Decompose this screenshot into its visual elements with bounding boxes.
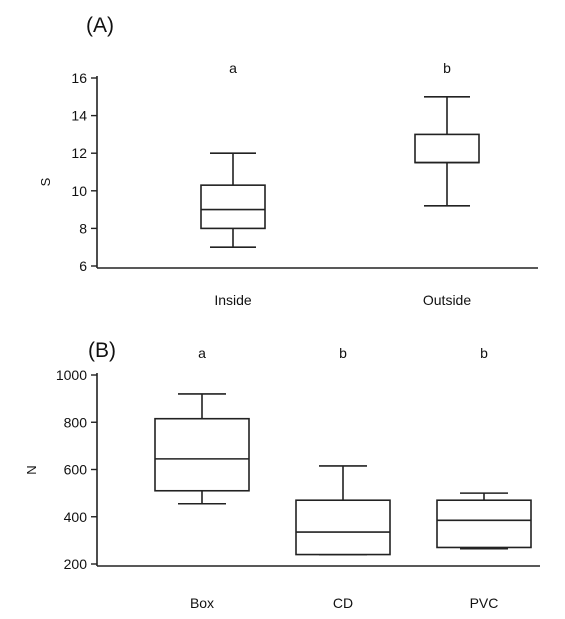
panel-b-y-axis-title: N xyxy=(24,465,39,474)
panel-a-y-tick-label: 16 xyxy=(71,70,87,86)
panel-b-y-tick-label: 400 xyxy=(64,509,88,525)
panel-a-y-tick-label: 12 xyxy=(71,145,87,161)
panel-b-box-box xyxy=(154,393,250,505)
panel-a-y-axis-title: S xyxy=(38,177,53,186)
panel-b-y-tick-label: 1000 xyxy=(56,367,87,383)
iqr-box xyxy=(154,417,250,492)
iqr-box xyxy=(414,133,480,164)
panel-a-plot: 6 8 10 12 14 16 Inside a Outside b xyxy=(71,60,538,308)
iqr-box xyxy=(295,499,391,556)
panel-a-y-tick-label: 10 xyxy=(71,183,87,199)
panel-a-significance-letter: b xyxy=(443,60,451,76)
panel-b-significance-letter: b xyxy=(480,345,488,361)
panel-b-label: (B) xyxy=(88,339,116,362)
panel-a-category-label: Outside xyxy=(423,292,471,308)
panel-b-category-label: PVC xyxy=(470,595,499,611)
panel-b-category-label: CD xyxy=(333,595,353,611)
panel-b-category-label: Box xyxy=(190,595,214,611)
iqr-box xyxy=(200,184,266,230)
panel-a-significance-letter: a xyxy=(229,60,237,76)
panel-a-label: (A) xyxy=(86,14,114,37)
panel-a-box-inside xyxy=(200,152,266,248)
panel-b-significance-letter: a xyxy=(198,345,206,361)
panel-a-y-tick-label: 6 xyxy=(79,258,87,274)
panel-b-significance-letter: b xyxy=(339,345,347,361)
panel-b: (B) N 200 400 600 800 1000 Box a CD b PVC b xyxy=(24,339,540,611)
panel-b-y-tick-label: 600 xyxy=(64,462,88,478)
panel-b-box-pvc xyxy=(436,492,532,550)
panel-a-y-tick-label: 14 xyxy=(71,108,87,124)
panel-a-category-label: Inside xyxy=(214,292,252,308)
panel-b-y-tick-label: 800 xyxy=(64,414,88,430)
panel-b-box-cd xyxy=(295,465,391,556)
panel-a: (A) S 6 8 10 12 14 16 Inside a Outside b xyxy=(38,14,538,308)
panel-a-box-outside xyxy=(414,96,480,207)
panel-b-plot: 200 400 600 800 1000 Box a CD b PVC b xyxy=(56,345,540,611)
panel-a-y-tick-label: 8 xyxy=(79,220,87,236)
panel-b-y-tick-label: 200 xyxy=(64,556,88,572)
iqr-box xyxy=(436,499,532,549)
